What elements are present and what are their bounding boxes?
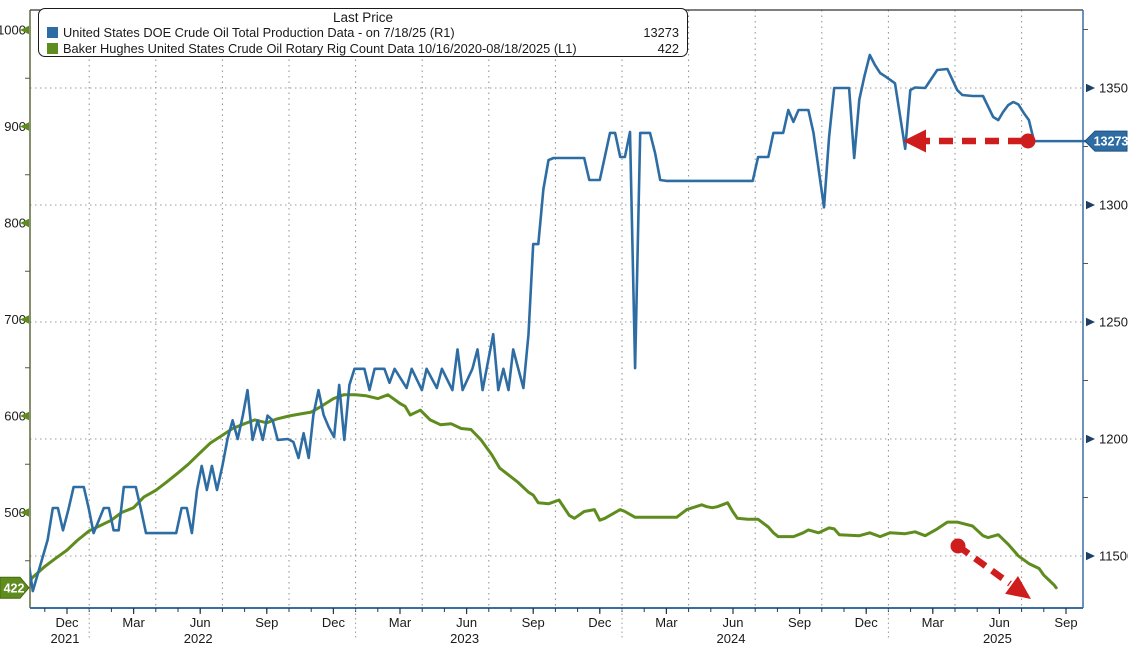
x-axis-month-label: Sep (522, 615, 545, 630)
x-axis-month-label: Dec (855, 615, 879, 630)
x-axis-month-label: Mar (122, 615, 145, 630)
x-axis-month-label: Sep (1054, 615, 1077, 630)
right-axis-tick-label: 13000 (1099, 198, 1128, 213)
x-axis-month-label: Dec (588, 615, 612, 630)
left-axis-tick-arrow-icon (20, 25, 29, 35)
right-last-price-badge-text: 13273 (1094, 135, 1128, 149)
x-axis-month-label: Jun (723, 615, 744, 630)
right-axis-tick-arrow-icon (1086, 551, 1095, 561)
x-axis-year-label: 2024 (717, 631, 746, 646)
left-axis-tick-arrow-icon (20, 411, 29, 421)
left-axis-tick-arrow-icon (20, 122, 29, 131)
left-last-price-badge-text: 422 (4, 581, 25, 595)
red-arrowhead-left-icon (903, 129, 926, 153)
x-axis-month-label: Sep (788, 615, 811, 630)
right-axis-tick-label: 12500 (1099, 315, 1128, 330)
left-axis-tick-arrow-icon (20, 315, 29, 324)
x-axis-year-label: 2021 (51, 631, 80, 646)
red-arrow-dot (1020, 133, 1036, 149)
production-line (30, 53, 1036, 593)
left-axis-tick-label: 900 (4, 119, 26, 134)
left-axis-tick-arrow-icon (20, 218, 29, 228)
right-axis-tick-arrow-icon (1086, 434, 1095, 444)
left-axis-tick-label: 800 (4, 216, 26, 231)
right-axis-tick-arrow-icon (1086, 83, 1095, 93)
legend-label-production: United States DOE Crude Oil Total Produc… (63, 25, 455, 40)
rig-count-series-swatch (47, 42, 58, 54)
production-series-swatch (47, 27, 58, 39)
left-last-price-badge (0, 576, 30, 599)
x-axis-month-label: Sep (255, 615, 278, 630)
x-axis-month-label: Mar (389, 615, 412, 630)
red-arrow-dot (950, 538, 966, 554)
x-axis-month-label: Jun (989, 615, 1010, 630)
right-last-price-badge (1084, 130, 1128, 152)
right-axis-tick-arrow-icon (1086, 317, 1095, 327)
legend-item-production: United States DOE Crude Oil Total Produc… (47, 25, 679, 41)
left-axis-tick-arrow-icon (20, 508, 29, 517)
left-axis-tick-label: 600 (4, 409, 26, 424)
legend-item-rig-count: Baker Hughes United States Crude Oil Rot… (47, 41, 679, 57)
x-axis-year-label: 2022 (184, 631, 213, 646)
right-axis-tick-label: 12000 (1099, 432, 1128, 447)
rig-count-line (30, 393, 1058, 590)
x-axis-month-label: Jun (456, 615, 477, 630)
x-axis-month-label: Dec (55, 615, 79, 630)
right-axis-tick-arrow-icon (1086, 200, 1095, 210)
x-axis-year-label: 2023 (450, 631, 479, 646)
x-axis-year-label: 2025 (983, 631, 1012, 646)
legend-value-production: 13273 (643, 25, 679, 40)
legend-value-rig-count: 422 (657, 40, 679, 56)
legend-label-rig-count: Baker Hughes United States Crude Oil Rot… (63, 40, 577, 56)
x-axis-month-label: Mar (922, 615, 945, 630)
x-axis-month-label: Jun (190, 615, 211, 630)
x-axis-month-label: Dec (322, 615, 346, 630)
right-axis-tick-label: 13500 (1099, 81, 1128, 96)
left-axis-tick-label: 1000 (0, 23, 26, 38)
legend-title: Last Price (332, 10, 394, 25)
left-axis-tick-label: 700 (4, 312, 26, 327)
left-axis-tick-label: 500 (4, 505, 26, 520)
red-dashed-line-diagonal (956, 543, 1012, 587)
x-axis-month-label: Mar (655, 615, 678, 630)
right-axis-tick-label: 11500 (1099, 549, 1128, 564)
red-arrowhead-down-right-icon (1005, 576, 1031, 599)
chart-legend: Last Price United States DOE Crude Oil T… (38, 8, 688, 57)
